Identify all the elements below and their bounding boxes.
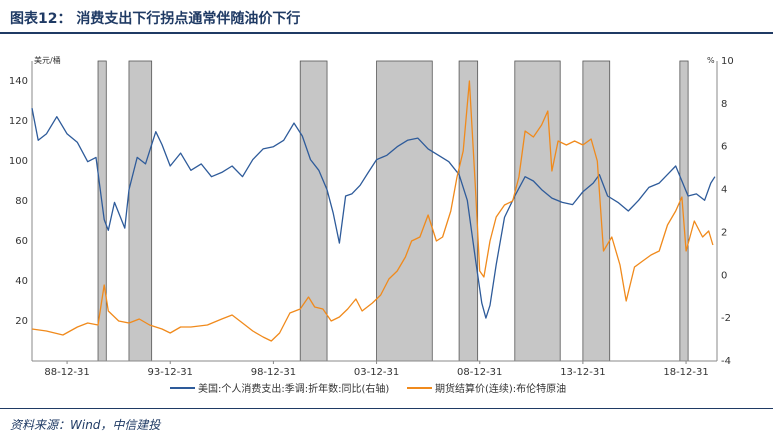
- left-tick-label: 140: [9, 76, 28, 87]
- x-tick-label: 08-12-31: [457, 367, 502, 378]
- legend-label-consumption: 美国:个人消费支出:季调:折年数:同比(右轴): [198, 382, 389, 395]
- x-tick-label: 18-12-31: [663, 367, 708, 378]
- x-tick-label: 88-12-31: [44, 367, 89, 378]
- x-tick-label: 93-12-31: [148, 367, 193, 378]
- x-tick-label: 98-12-31: [251, 367, 296, 378]
- title-rule: [0, 32, 773, 34]
- right-tick-label: 10: [721, 56, 734, 67]
- figure-title: 图表12： 消费支出下行拐点通常伴随油价下行: [10, 11, 301, 27]
- source-rule: [0, 408, 773, 409]
- left-axis-unit: 美元/桶: [34, 55, 61, 65]
- left-tick-label: 100: [9, 156, 28, 167]
- left-tick-label: 120: [9, 116, 28, 127]
- shaded-period-3: [376, 60, 433, 362]
- right-tick-label: -4: [721, 356, 731, 367]
- series-lines: [31, 80, 716, 342]
- right-tick-label: -2: [721, 313, 731, 324]
- left-tick-label: 80: [15, 196, 28, 207]
- shaded-period-7: [679, 60, 689, 362]
- right-axis-ticks: -4 -2 0 2 4 6 8 10: [721, 56, 734, 367]
- right-tick-label: 8: [721, 99, 727, 110]
- right-axis-unit: %: [707, 56, 715, 65]
- x-tick-label: 03-12-31: [354, 367, 399, 378]
- shaded-period-5: [514, 60, 561, 362]
- left-tick-label: 20: [15, 316, 28, 327]
- left-tick-label: 40: [15, 276, 28, 287]
- legend: 美国:个人消费支出:季调:折年数:同比(右轴) 期货结算价(连续):布伦特原油: [170, 382, 566, 395]
- shaded-period-2: [299, 60, 328, 362]
- chart: 20 40 60 80 100 120 140 -4 -2 0 2 4 6 8 10 88-12-31 93…: [9, 55, 734, 395]
- recession-shading: [97, 60, 689, 362]
- x-axis-ticks: 88-12-31 93-12-31 98-12-31 03-12-31 08-12-31…: [44, 361, 709, 378]
- legend-label-oil: 期货结算价(连续):布伦特原油: [435, 382, 566, 395]
- left-axis-ticks: 20 40 60 80 100 120 140: [9, 76, 28, 327]
- shaded-period-1: [128, 60, 153, 362]
- shaded-period-6: [582, 60, 611, 362]
- right-tick-label: 0: [721, 270, 727, 281]
- right-tick-label: 2: [721, 227, 727, 238]
- source-note: 资料来源：Wind，中信建投: [10, 418, 161, 432]
- right-tick-label: 4: [721, 185, 727, 196]
- left-tick-label: 60: [15, 236, 28, 247]
- series-line-consumption: [31, 107, 716, 319]
- series-line-oil: [31, 80, 714, 342]
- x-tick-label: 13-12-31: [560, 367, 605, 378]
- right-tick-label: 6: [721, 142, 727, 153]
